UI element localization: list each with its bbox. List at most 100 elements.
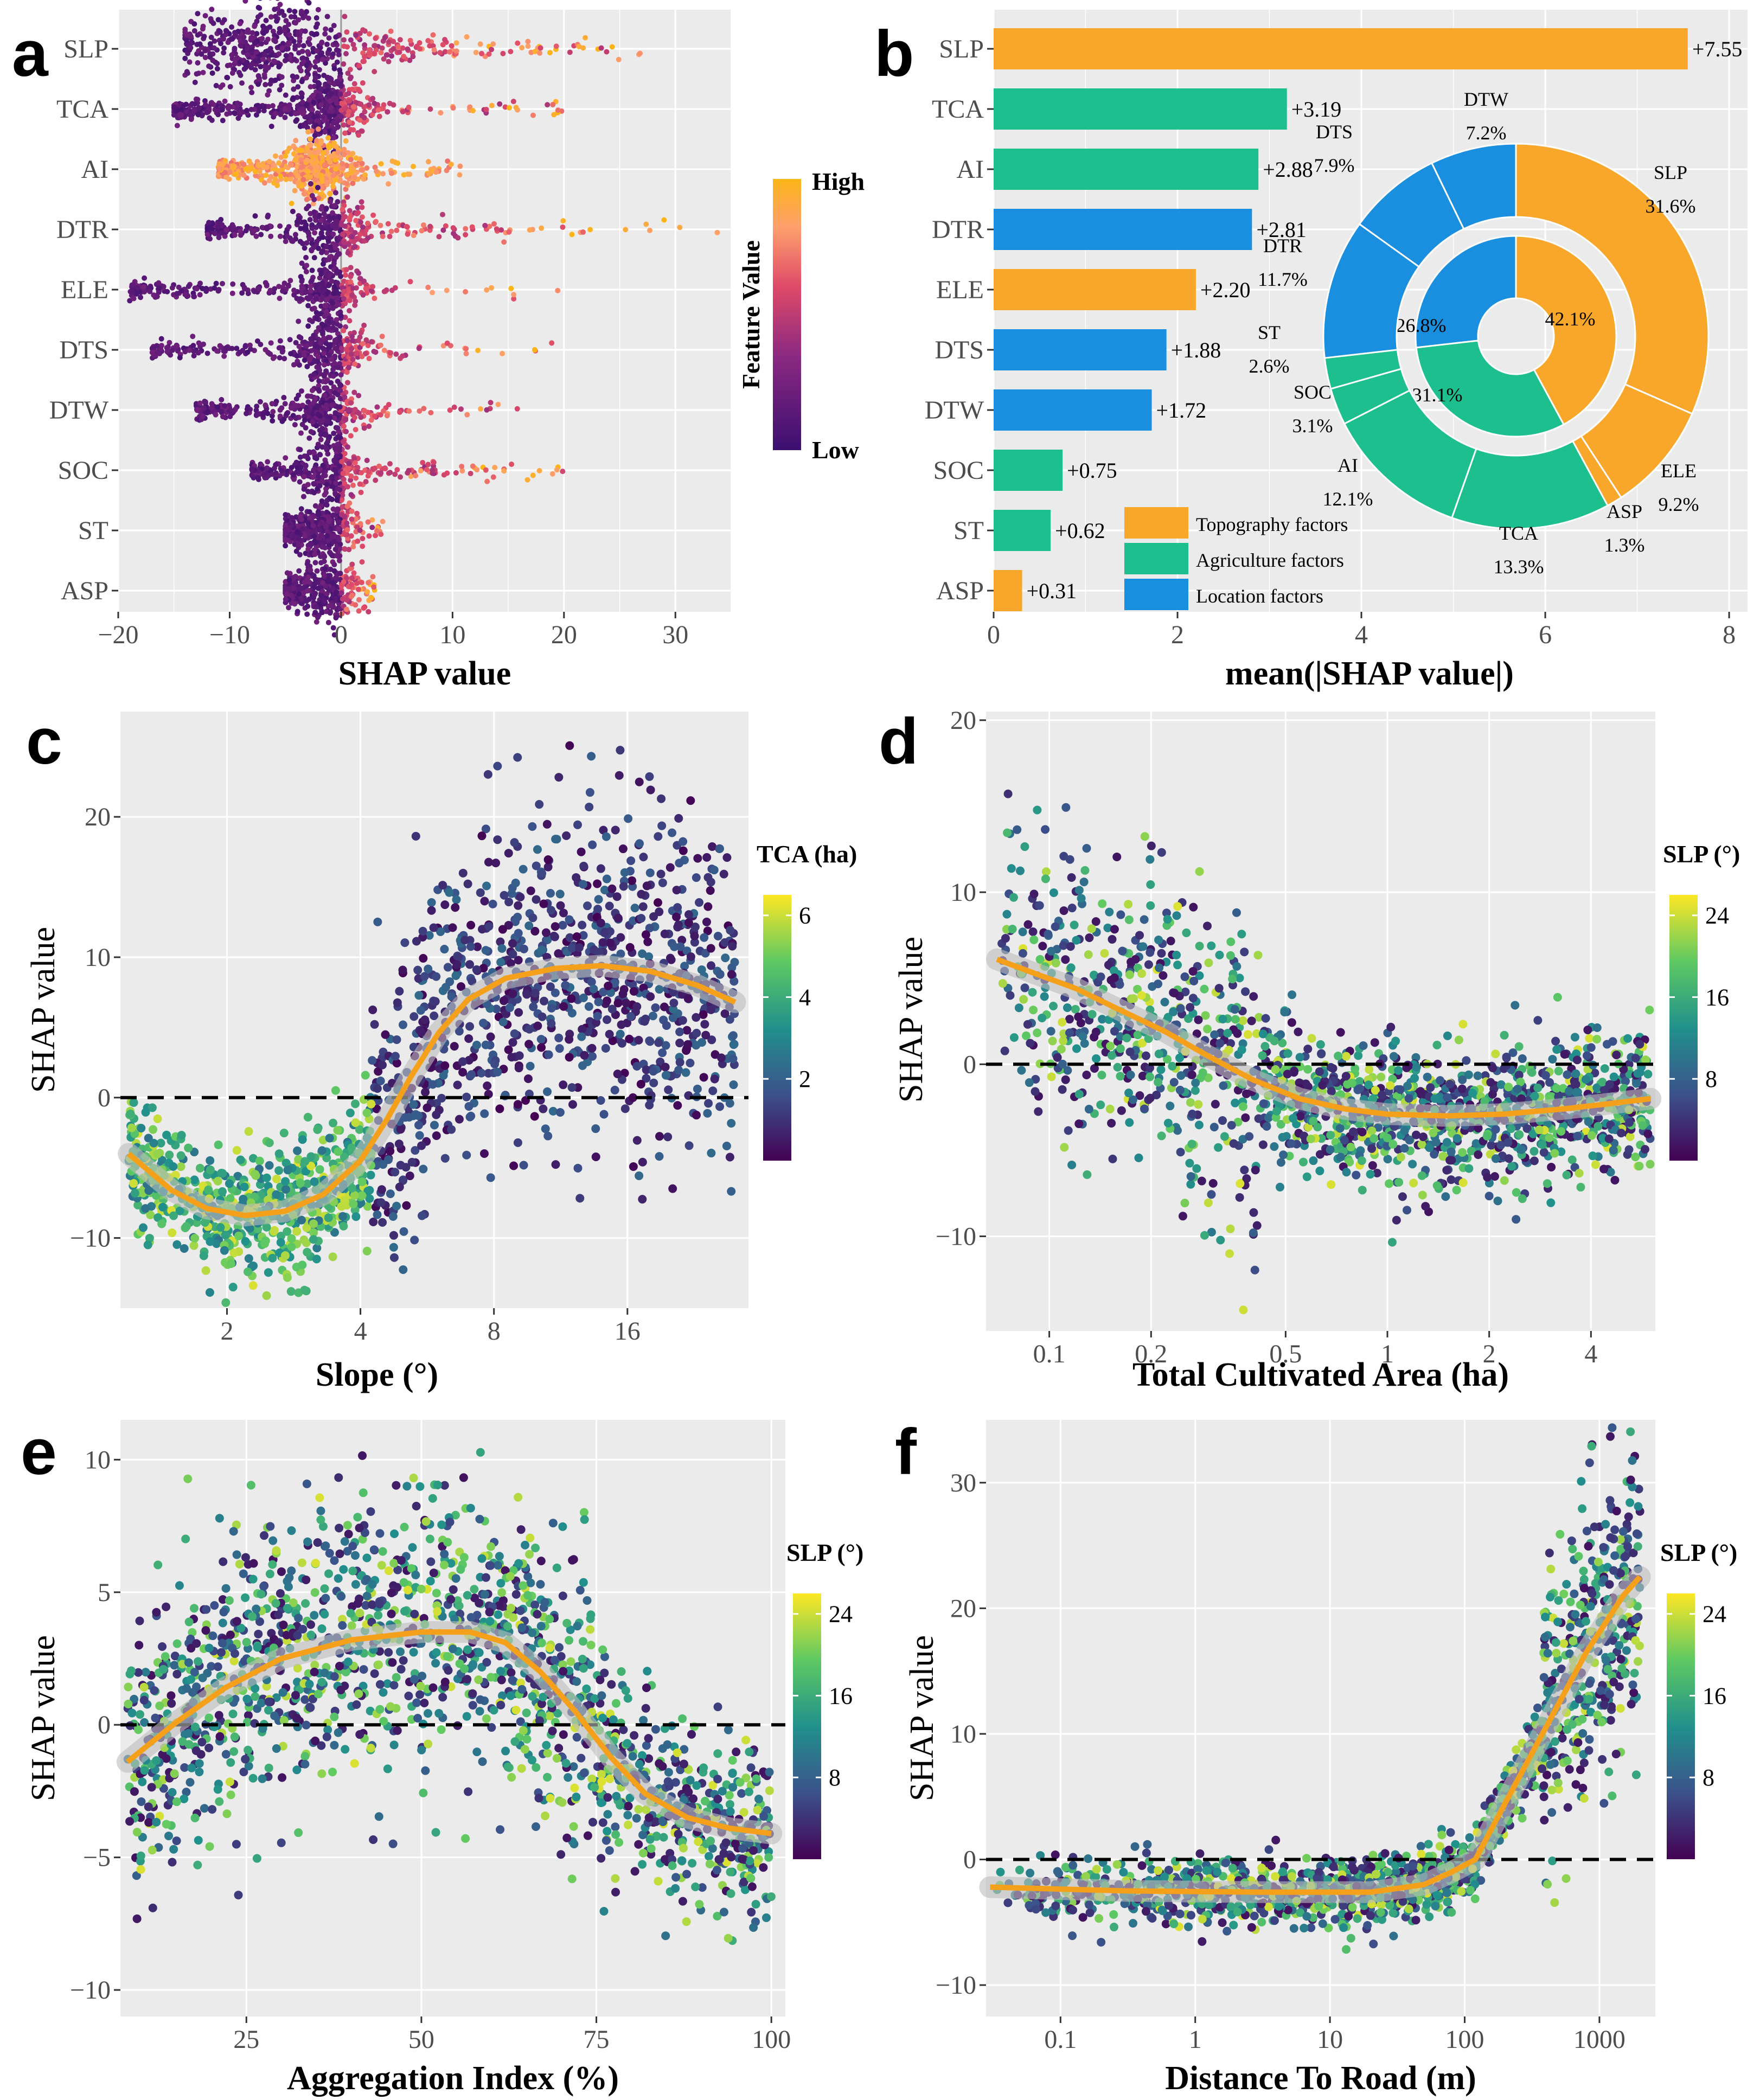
panel-b-donut-outer-pct: 7.2% xyxy=(1466,122,1507,144)
panel-a-point xyxy=(321,473,327,479)
panel-a-point xyxy=(313,296,319,302)
panel-a-point xyxy=(202,102,208,108)
panel-a-point xyxy=(300,43,306,49)
panel-a-point xyxy=(348,170,354,176)
panel-a-point xyxy=(375,107,381,113)
panel-a-point xyxy=(333,254,339,260)
panel-a-point xyxy=(255,14,261,20)
panel-a-point xyxy=(177,355,183,361)
panel-b-bar xyxy=(994,88,1287,130)
panel-a-point xyxy=(324,14,330,20)
panel-b-legend-swatch xyxy=(1124,543,1188,574)
panel-c-point xyxy=(668,1184,677,1193)
panel-a-point xyxy=(425,284,431,290)
panel-a-point xyxy=(527,227,533,233)
panel-a-point xyxy=(274,18,280,24)
panel-a-point xyxy=(272,77,278,83)
panel-a-point xyxy=(329,533,335,539)
panel-a-point xyxy=(289,533,295,539)
panel-a-point xyxy=(406,104,412,110)
panel-a-point xyxy=(214,348,220,354)
panel-a-point xyxy=(513,105,519,111)
panel-c-point xyxy=(628,876,637,885)
panel-a-point xyxy=(407,37,413,43)
panel-a-point xyxy=(330,373,336,379)
panel-a-point xyxy=(332,575,338,581)
panel-c-point xyxy=(552,835,561,844)
panel-b-bar xyxy=(994,149,1259,190)
panel-a-point xyxy=(554,467,560,473)
panel-a-point xyxy=(369,339,375,345)
panel-a-point xyxy=(318,271,324,277)
panel-a-point xyxy=(560,469,566,475)
panel-a-point xyxy=(284,517,290,523)
panel-a-point xyxy=(174,343,180,349)
panel-a-point xyxy=(169,285,175,291)
panel-a-point xyxy=(215,17,221,23)
panel-a-point xyxy=(257,104,263,110)
panel-a-point xyxy=(298,296,304,302)
panel-a-point xyxy=(298,516,304,522)
panel-a-point xyxy=(130,289,136,295)
panel-c-point xyxy=(389,1243,398,1252)
panel-a-point xyxy=(362,109,368,115)
panel-a-point xyxy=(295,609,300,614)
panel-a-point xyxy=(464,412,470,418)
panel-a-point xyxy=(187,45,193,51)
panel-a-point xyxy=(328,153,334,159)
panel-a-point xyxy=(214,66,220,72)
panel-a-point xyxy=(286,577,292,583)
panel-a-point xyxy=(292,9,298,15)
panel-a-point xyxy=(261,180,267,186)
panel-a-point xyxy=(279,349,285,355)
panel-a-point xyxy=(357,527,363,533)
panel-b-donut-inner-label: 42.1% xyxy=(1545,308,1596,330)
panel-a-point xyxy=(188,40,194,46)
panel-a-point xyxy=(201,341,207,347)
panel-a-point xyxy=(337,91,343,97)
panel-a-point xyxy=(609,44,615,50)
panel-a-tick-label: 10 xyxy=(439,620,465,649)
panel-a-point xyxy=(338,590,344,596)
panel-a-point xyxy=(360,292,366,298)
panel-a-point xyxy=(344,444,350,450)
panel-a-point xyxy=(319,176,325,182)
panel-a-point xyxy=(330,300,336,306)
panel-a-point xyxy=(530,112,536,118)
panel-a-point xyxy=(374,168,380,174)
panel-a-point xyxy=(315,94,321,100)
panel-b-legend-swatch xyxy=(1124,579,1188,610)
panel-a-point xyxy=(366,533,372,539)
panel-a-point xyxy=(324,533,330,539)
panel-a-point xyxy=(268,14,274,20)
panel-a-point xyxy=(489,285,495,291)
panel-b-value-label: +2.20 xyxy=(1200,278,1251,302)
panel-a-point xyxy=(308,142,313,148)
panel-a-point xyxy=(491,221,497,227)
panel-a-point xyxy=(338,382,344,388)
panel-a-point xyxy=(311,99,317,105)
panel-a-point xyxy=(380,408,386,414)
panel-a-point xyxy=(263,280,268,286)
panel-a-point xyxy=(329,278,335,284)
panel-a-point xyxy=(298,274,304,280)
panel-a-point xyxy=(283,92,289,98)
panel-a-point xyxy=(252,169,258,175)
panel-b-donut-outer-pct: 7.9% xyxy=(1314,155,1355,176)
panel-a-point xyxy=(368,417,374,423)
panel-a-feature-label: ST xyxy=(78,516,108,545)
panel-a-point xyxy=(484,407,490,413)
panel-a-point xyxy=(269,401,275,407)
panel-a-point xyxy=(341,328,347,334)
panel-a-point xyxy=(324,482,330,488)
panel-a-point xyxy=(201,405,207,411)
panel-a-point xyxy=(306,357,312,363)
panel-a-point xyxy=(431,47,437,53)
panel-a-point xyxy=(217,29,223,35)
panel-a-point xyxy=(444,287,450,293)
panel-a-point xyxy=(301,122,307,128)
panel-b-category-label: SLP xyxy=(939,35,984,63)
panel-a-point xyxy=(342,106,348,112)
panel-a-point xyxy=(272,7,278,12)
